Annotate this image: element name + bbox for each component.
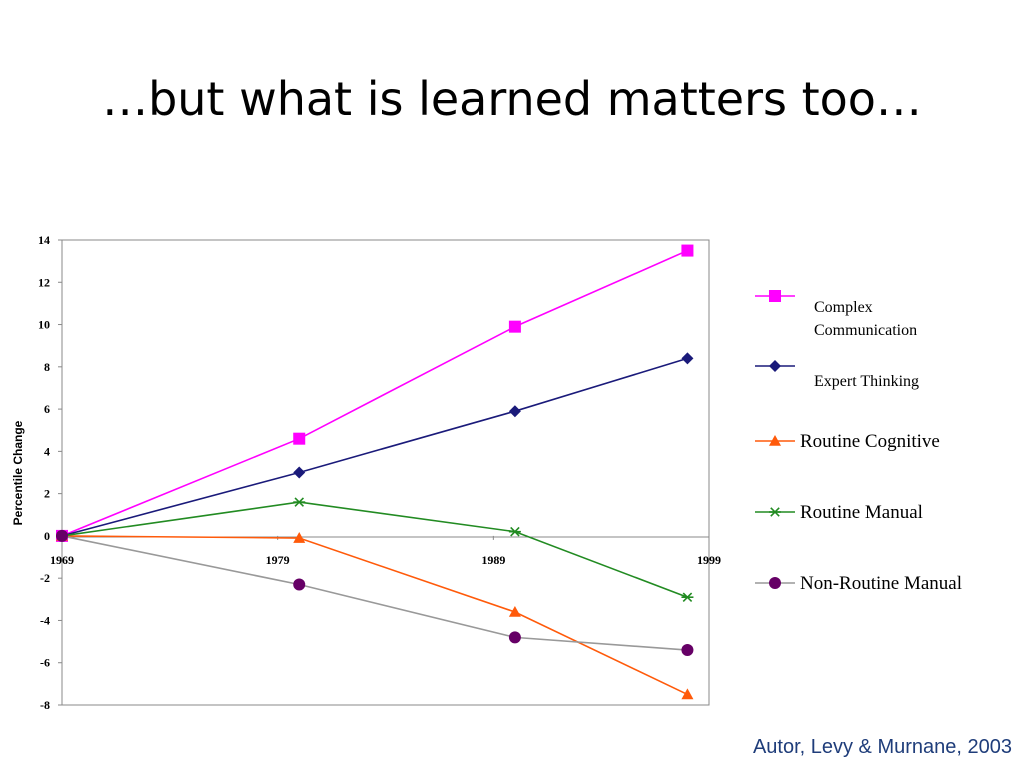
data-point-routine-cognitive: [293, 532, 306, 543]
legend-label: Non-Routine Manual: [800, 573, 962, 594]
data-point-non-routine-manual: [508, 631, 521, 644]
legend-label: Routine Cognitive: [800, 431, 940, 452]
series-line-expert-thinking: [61, 357, 688, 537]
series-line-routine-manual: [61, 501, 688, 598]
y-tick-label: -4: [40, 613, 50, 627]
y-tick-label: 12: [38, 275, 50, 289]
data-point-expert-thinking: [293, 466, 306, 479]
plot-area: [61, 239, 710, 706]
legend-label: Complex: [814, 299, 873, 316]
data-point-routine-cognitive: [681, 688, 694, 700]
series-group: [56, 244, 694, 700]
y-tick-label: 2: [44, 487, 50, 501]
x-tick-label: 1969: [50, 553, 74, 567]
series-line-non-routine-manual: [61, 535, 688, 651]
x-tick-label: 1989: [481, 553, 505, 567]
data-point-routine-manual: [508, 526, 521, 537]
legend-label: Communication: [814, 322, 917, 339]
legend-item-complex-communication: Complex Communication: [755, 290, 917, 339]
data-point-complex-communication: [681, 244, 694, 257]
data-point-routine-manual: [681, 592, 694, 602]
y-tick-label: 6: [44, 402, 50, 416]
data-point-complex-communication: [508, 320, 521, 333]
x-tick-label: 1999: [697, 553, 721, 567]
legend-marker-expert-thinking: [769, 360, 781, 372]
slide-title: …but what is learned matters too…: [102, 72, 922, 126]
series-line-complex-communication: [61, 249, 688, 537]
legend-item-non-routine-manual: Non-Routine Manual: [755, 573, 962, 594]
data-point-complex-communication: [293, 432, 306, 445]
y-tick-label: 8: [44, 360, 50, 374]
legend-marker-complex-communication: [769, 290, 781, 302]
legend-marker-routine-manual: [769, 507, 781, 517]
y-tick-label: -8: [40, 698, 50, 712]
legend-item-expert-thinking: Expert Thinking: [755, 360, 919, 390]
y-tick-label: -6: [40, 656, 50, 670]
data-point-expert-thinking: [508, 405, 521, 418]
data-point-routine-cognitive: [508, 606, 521, 617]
citation: Autor, Levy & Murnane, 2003: [752, 736, 1012, 758]
x-tick-labels: 1969 1979 1989 1999: [50, 535, 721, 567]
y-axis-label: Percentile Change: [11, 420, 25, 525]
y-tick-label: -2: [40, 571, 50, 585]
legend: Complex Communication Expert Thinking Routi…: [755, 290, 962, 594]
data-point-non-routine-manual: [681, 644, 694, 657]
legend-label: Routine Manual: [800, 502, 923, 523]
y-tick-label: 10: [38, 318, 50, 332]
legend-item-routine-manual: Routine Manual: [755, 502, 923, 523]
y-tick-labels: 14 12 10 8 6 4 2 0 -2 -4 -6 -8: [38, 233, 62, 712]
legend-item-routine-cognitive: Routine Cognitive: [755, 431, 940, 452]
legend-label: Expert Thinking: [814, 373, 919, 390]
series-line-routine-cognitive: [61, 535, 688, 696]
data-point-non-routine-manual: [293, 578, 306, 591]
data-point-expert-thinking: [681, 352, 694, 365]
data-point-routine-manual: [293, 497, 306, 507]
legend-marker-non-routine-manual: [769, 577, 781, 589]
x-tick-label: 1979: [266, 553, 290, 567]
y-tick-label: 4: [44, 444, 50, 458]
y-tick-label: 0: [44, 529, 50, 543]
y-tick-label: 14: [38, 233, 50, 247]
legend-marker-routine-cognitive: [769, 435, 781, 446]
data-point-non-routine-manual: [56, 529, 68, 542]
